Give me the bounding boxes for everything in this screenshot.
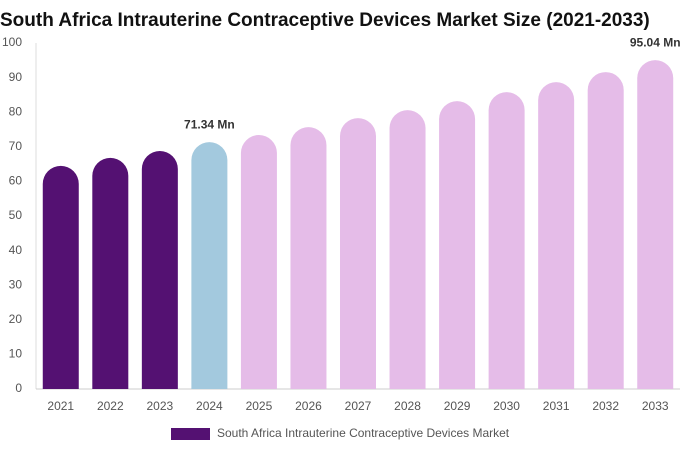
bar	[92, 157, 129, 389]
bar	[439, 101, 476, 390]
x-tick-label: 2024	[196, 399, 223, 413]
x-tick-label: 2032	[592, 399, 619, 413]
bar	[191, 142, 228, 389]
x-tick-label: 2023	[146, 399, 173, 413]
legend-swatch	[171, 428, 210, 440]
y-tick-label: 60	[9, 174, 23, 188]
x-tick-label: 2030	[493, 399, 520, 413]
x-tick-label: 2027	[345, 399, 372, 413]
y-tick-label: 0	[15, 381, 22, 395]
bar	[389, 110, 426, 389]
chart-title: South Africa Intrauterine Contraceptive …	[0, 10, 650, 31]
bar	[42, 165, 79, 389]
y-tick-label: 40	[9, 243, 23, 257]
value-label: 71.34 Mn	[184, 117, 235, 131]
x-tick-label: 2031	[543, 399, 570, 413]
x-tick-label: 2029	[444, 399, 471, 413]
y-tick-label: 30	[9, 277, 23, 291]
bar	[290, 127, 327, 389]
x-tick-label: 2026	[295, 399, 322, 413]
y-tick-label: 50	[9, 208, 23, 222]
bar	[488, 92, 525, 390]
bar	[340, 118, 376, 389]
x-tick-label: 2021	[47, 399, 74, 413]
legend-label: South Africa Intrauterine Contraceptive …	[217, 426, 510, 440]
value-label: 95.04 Mn	[630, 35, 680, 49]
y-tick-label: 100	[2, 35, 22, 49]
bar	[637, 60, 674, 390]
x-tick-label: 2033	[642, 399, 669, 413]
x-tick-label: 2022	[97, 399, 124, 413]
bar	[240, 135, 277, 389]
y-tick-label: 90	[9, 70, 23, 84]
bar	[538, 82, 575, 390]
bar	[141, 150, 178, 389]
y-tick-label: 20	[9, 312, 23, 326]
bar	[587, 72, 624, 390]
y-tick-label: 70	[9, 139, 23, 153]
y-tick-label: 80	[9, 104, 23, 118]
x-tick-label: 2025	[246, 399, 273, 413]
y-tick-label: 10	[9, 347, 23, 361]
x-tick-label: 2028	[394, 399, 421, 413]
